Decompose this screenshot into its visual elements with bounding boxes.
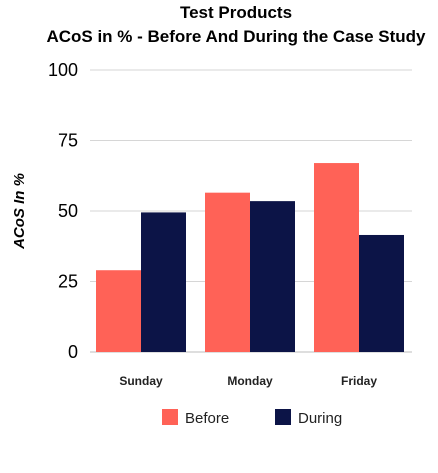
y-tick-label: 50 (58, 201, 78, 221)
y-tick-label: 75 (58, 131, 78, 151)
legend-label-during: During (298, 410, 342, 427)
x-axis-ticks: Sunday Monday Friday (119, 374, 377, 388)
chart-subtitle: ACoS in % - Before And During the Case S… (46, 27, 426, 46)
bar-before-friday (314, 163, 359, 352)
legend-swatch-during (275, 409, 291, 425)
x-tick-label: Sunday (119, 374, 163, 388)
bar-during-monday (250, 201, 295, 352)
bar-before-sunday (96, 270, 141, 352)
bar-during-friday (359, 234, 404, 352)
x-tick-label: Monday (227, 374, 273, 388)
legend-label-before: Before (185, 410, 229, 427)
y-tick-label: 100 (48, 60, 78, 80)
bar-before-monday (205, 192, 250, 352)
chart-title: Test Products (180, 3, 292, 22)
bar-during-sunday (141, 212, 186, 352)
y-tick-label: 25 (58, 272, 78, 292)
x-tick-label: Friday (341, 374, 377, 388)
legend-swatch-before (162, 409, 178, 425)
bars (96, 163, 404, 352)
legend: Before During (162, 409, 342, 427)
y-axis-ticks: 0 25 50 75 100 (48, 60, 78, 362)
y-tick-label: 0 (68, 342, 78, 362)
y-axis-label: ACoS In % (11, 173, 28, 250)
